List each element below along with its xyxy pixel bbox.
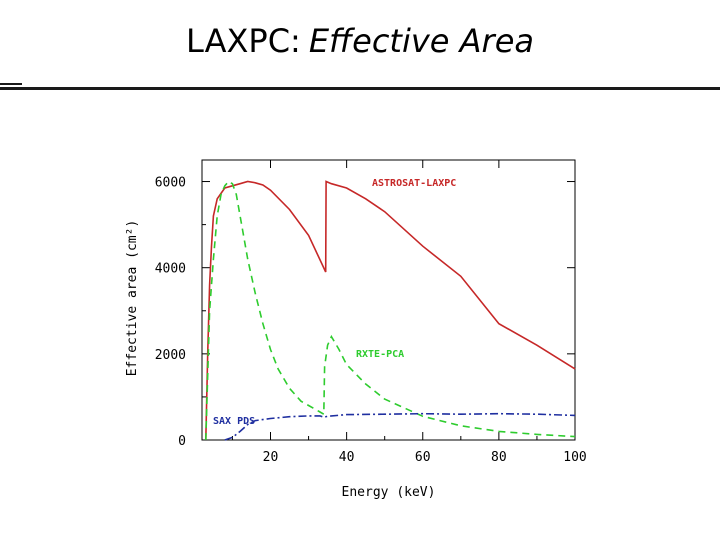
x-tick-label: 60 (415, 450, 431, 465)
y-tick-label: 2000 (155, 348, 186, 363)
x-tick-label: 80 (491, 450, 507, 465)
x-tick-label: 100 (563, 450, 586, 465)
title-rule (0, 87, 720, 90)
slide-title-emphasis: Effective Area (308, 22, 534, 60)
series-line-2 (205, 180, 576, 441)
slide-title: LAXPC: Effective Area (0, 22, 720, 60)
y-tick-label: 0 (178, 434, 186, 449)
series-line-3 (224, 412, 576, 441)
y-tick-label: 4000 (155, 262, 186, 277)
series-line-1 (205, 180, 576, 441)
series-label-2: RXTE-PCA (356, 349, 404, 360)
series-label-1: ASTROSAT-LAXPC (372, 178, 456, 189)
plot-frame (201, 159, 576, 441)
title-rule-tick (0, 83, 22, 85)
slide-title-main: LAXPC: (186, 22, 301, 60)
y-tick-label: 6000 (155, 176, 186, 191)
x-tick-label: 40 (339, 450, 355, 465)
x-axis-label: Energy (keV) (342, 485, 436, 500)
y-axis-label: Effective area (cm²) (125, 220, 140, 377)
series-label-3: SAX PDS (213, 416, 255, 427)
x-tick-label: 20 (263, 450, 279, 465)
